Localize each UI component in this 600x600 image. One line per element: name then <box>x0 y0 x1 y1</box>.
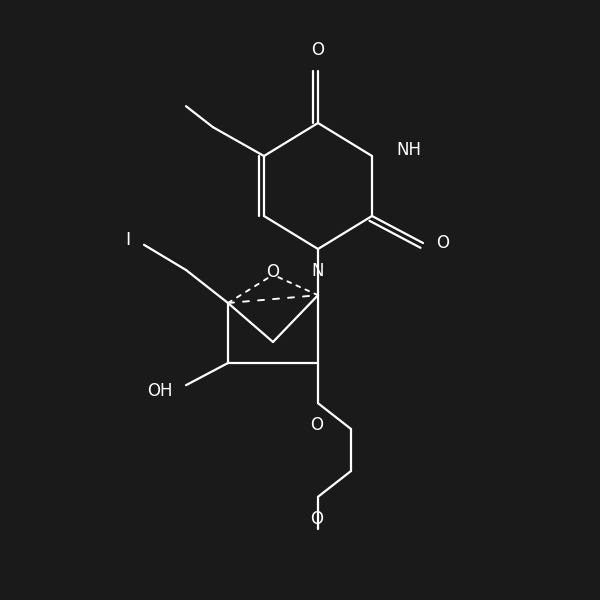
Text: O: O <box>436 234 449 252</box>
Text: O: O <box>310 510 323 528</box>
Text: I: I <box>125 231 131 249</box>
Text: O: O <box>311 41 325 59</box>
Text: NH: NH <box>396 141 421 159</box>
Text: O: O <box>266 263 280 281</box>
Text: N: N <box>312 262 324 280</box>
Text: O: O <box>310 416 323 434</box>
Text: OH: OH <box>148 382 173 400</box>
